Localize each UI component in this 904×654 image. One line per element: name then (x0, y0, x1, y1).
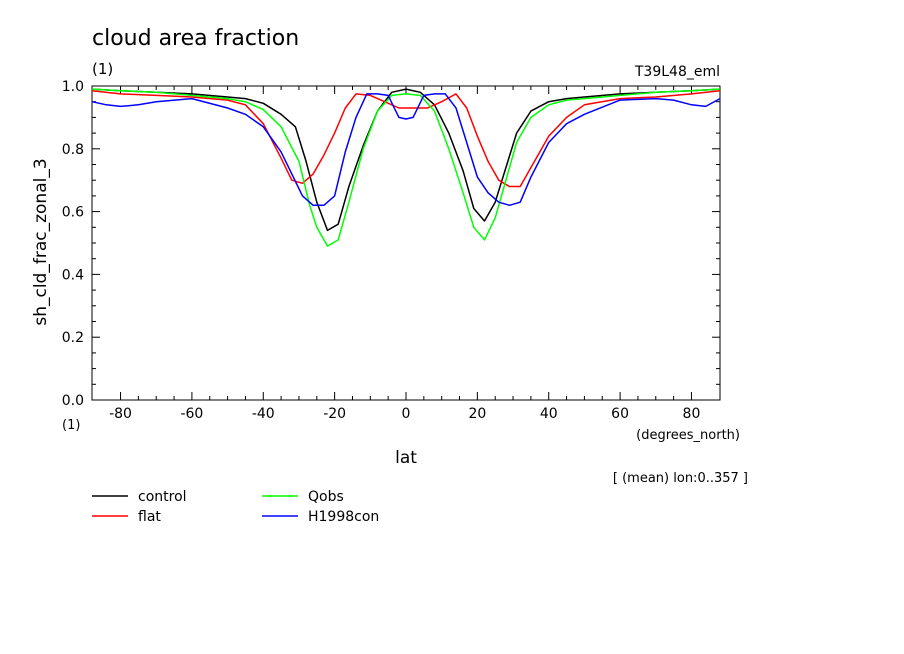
y-tick-label: 0.0 (62, 393, 84, 409)
x-units-label: (degrees_north) (636, 428, 740, 443)
x-tick-label: 60 (611, 406, 629, 422)
plot-frame (91, 85, 721, 401)
y-tick-label: 1.0 (62, 79, 84, 95)
legend-label-h1998con: H1998con (308, 509, 379, 525)
y-tick-label: 0.2 (62, 330, 84, 346)
x-tick-label: 20 (468, 406, 486, 422)
series-line-control (91, 88, 721, 232)
x-tick-label: -60 (180, 406, 203, 422)
x-tick-label: -80 (109, 406, 132, 422)
y-axis-label: sh_cld_frac_zonal_3 (31, 158, 51, 325)
x-tick-label: 0 (402, 406, 411, 422)
y-tick-label: 0.6 (62, 205, 84, 221)
chart-title: cloud area fraction (92, 26, 299, 51)
y-tick-label: 0.8 (62, 142, 84, 158)
legend: control flat Qobs H1998con (92, 489, 379, 525)
axes: -80 -60 -40 -20 0 20 40 60 80 0.0 0.2 0.4 0.6 0.8 1.0 (62, 79, 721, 422)
series-line-qobs (91, 88, 721, 247)
series-line-flat (91, 89, 721, 188)
x-tick-label: 80 (683, 406, 701, 422)
x-tick-label: -40 (252, 406, 275, 422)
legend-label-control: control (138, 489, 187, 505)
experiment-label: T39L48_eml (634, 64, 720, 80)
series-lines (91, 88, 721, 247)
units-top: (1) (92, 60, 113, 78)
x-axis-label: lat (395, 448, 417, 468)
series-line-h1998con (91, 93, 721, 207)
units-bottom: (1) (62, 418, 80, 433)
legend-label-qobs: Qobs (308, 489, 344, 505)
legend-label-flat: flat (138, 509, 161, 525)
y-tick-label: 0.4 (62, 267, 84, 283)
x-tick-label: -20 (323, 406, 346, 422)
x-tick-label: 40 (540, 406, 558, 422)
mean-note: [ (mean) lon:0..357 ] (613, 471, 748, 486)
